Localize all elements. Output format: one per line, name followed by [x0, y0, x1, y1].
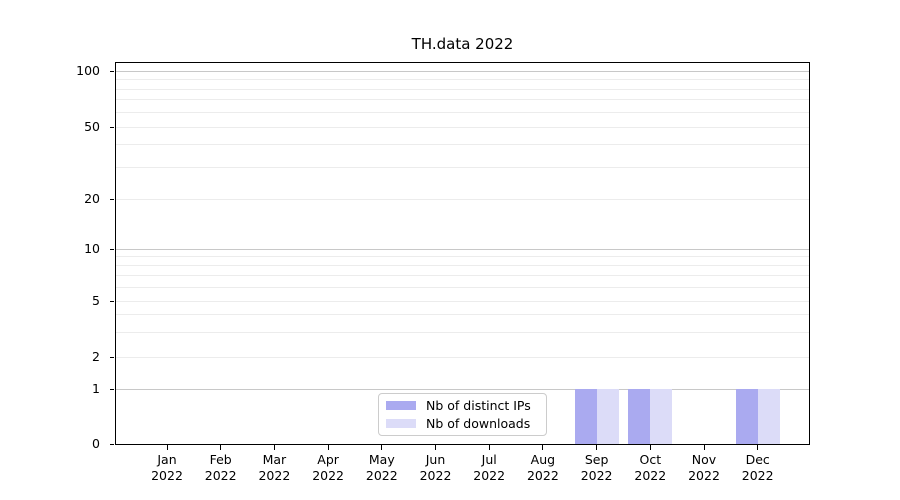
y-axis-tick: [110, 126, 114, 128]
x-tick-label: Oct 2022: [634, 452, 667, 483]
y-axis-tick: [110, 248, 114, 250]
legend-item-downloads: Nb of downloads: [379, 416, 546, 431]
x-axis-tick: [273, 445, 275, 450]
y-axis-tick: [110, 70, 114, 72]
grid-minor-line: [116, 314, 809, 316]
grid-minor-line: [116, 144, 809, 146]
x-axis-tick: [220, 445, 222, 450]
x-axis-tick: [327, 445, 329, 450]
y-tick-label: 2: [92, 349, 100, 364]
bar-downloads: [596, 389, 619, 444]
x-axis-tick: [596, 445, 598, 450]
bar-downloads: [650, 389, 673, 444]
y-axis-tick: [110, 356, 114, 358]
bar-distinct-ips: [628, 389, 651, 444]
x-tick-label: Aug 2022: [526, 452, 559, 483]
y-tick-label: 1: [92, 381, 100, 396]
grid-minor-line: [116, 166, 809, 168]
grid-minor-line: [116, 356, 809, 358]
bar-distinct-ips: [574, 389, 597, 444]
grid-major-line: [116, 70, 809, 72]
y-tick-label: 20: [84, 191, 100, 206]
legend-item-distinct-ips: Nb of distinct IPs: [379, 398, 546, 413]
x-axis-tick: [488, 445, 490, 450]
x-tick-label: Dec 2022: [741, 452, 774, 483]
grid-major-line: [116, 248, 809, 250]
x-axis-tick: [703, 445, 705, 450]
grid-minor-line: [116, 198, 809, 200]
y-tick-label: 50: [84, 119, 100, 134]
grid-minor-line: [116, 99, 809, 101]
x-axis-tick: [435, 445, 436, 450]
grid-minor-line: [116, 88, 809, 90]
bar-distinct-ips: [735, 389, 758, 444]
legend-label-distinct-ips: Nb of distinct IPs: [426, 397, 531, 413]
y-axis-tick: [110, 300, 114, 302]
y-axis-tick: [110, 388, 114, 390]
y-tick-label: 0: [92, 436, 100, 451]
y-tick-label: 100: [76, 63, 100, 78]
x-tick-label: Jul 2022: [473, 452, 506, 483]
legend-swatch-downloads: [386, 419, 416, 429]
grid-minor-line: [116, 111, 809, 113]
legend-label-downloads: Nb of downloads: [426, 416, 531, 432]
y-tick-label: 10: [84, 241, 100, 256]
y-axis-tick: [110, 198, 114, 200]
y-tick-label: 5: [92, 293, 100, 308]
grid-minor-line: [116, 256, 809, 258]
x-axis-tick: [757, 445, 759, 450]
grid-minor-line: [116, 79, 809, 80]
grid-major-line: [116, 388, 809, 390]
bar-downloads: [757, 389, 780, 444]
grid-minor-line: [116, 331, 809, 333]
plot-area: Nb of distinct IPs Nb of downloads: [115, 62, 810, 445]
x-axis-tick: [381, 445, 383, 450]
grid-minor-line: [116, 300, 809, 302]
y-axis-tick: [110, 443, 114, 445]
grid-minor-line: [116, 286, 809, 288]
x-tick-label: Jan 2022: [151, 452, 183, 483]
x-tick-label: Mar 2022: [258, 452, 291, 483]
x-tick-label: Sep 2022: [580, 452, 613, 483]
legend-swatch-distinct-ips: [386, 400, 416, 410]
x-tick-label: May 2022: [365, 452, 398, 483]
x-tick-label: Nov 2022: [688, 452, 720, 483]
x-tick-label: Feb 2022: [204, 452, 237, 483]
legend: Nb of distinct IPs Nb of downloads: [378, 393, 547, 436]
chart-title: TH.data 2022: [411, 35, 514, 53]
grid-minor-line: [116, 126, 809, 128]
x-axis-tick: [542, 445, 544, 450]
x-axis-tick: [166, 445, 168, 450]
grid-minor-line: [116, 265, 809, 267]
x-tick-label: Jun 2022: [419, 452, 452, 483]
x-tick-label: Apr 2022: [312, 452, 344, 483]
grid-minor-line: [116, 275, 809, 277]
x-axis-tick: [649, 445, 651, 450]
